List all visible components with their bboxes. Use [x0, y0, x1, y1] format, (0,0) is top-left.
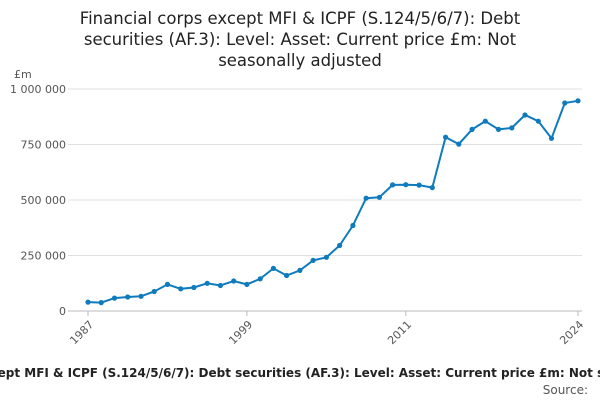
grid-lines [68, 88, 582, 312]
data-point [522, 112, 528, 118]
source-label: Source: [542, 383, 588, 397]
series-line [87, 99, 579, 304]
data-point [164, 281, 171, 287]
y-tick-label: 250 000 [21, 250, 67, 263]
data-point [284, 272, 290, 279]
legend-label: Financial corps except MFI & ICPF (S.124… [0, 366, 600, 380]
data-point [363, 195, 369, 201]
y-tick-label: 750 000 [21, 139, 67, 152]
data-point [125, 294, 131, 300]
data-point [151, 288, 157, 295]
data-point [562, 100, 568, 106]
data-point [231, 278, 237, 284]
data-point [575, 98, 581, 104]
data-point [416, 182, 422, 188]
data-point [350, 222, 356, 229]
data-point [204, 280, 210, 286]
data-point [85, 299, 91, 305]
legend: Financial corps except MFI & ICPF (S.124… [0, 366, 600, 382]
y-unit-label: £m [14, 68, 32, 81]
y-tick-label: 0 [59, 305, 66, 318]
data-point [270, 265, 276, 271]
data-point [310, 257, 316, 263]
chart-title: Financial corps except MFI & ICPF (S.124… [79, 9, 521, 70]
data-point [535, 118, 541, 124]
data-point [138, 293, 144, 299]
x-axis: 1987 1999 2011 2024 [67, 311, 586, 347]
y-tick-label: 500 000 [21, 194, 67, 207]
data-point [244, 281, 250, 287]
y-axis: 0 250 000 500 000 750 000 1 000 000 [10, 83, 66, 318]
data-point [548, 135, 555, 141]
data-point [482, 118, 488, 124]
x-tick-label: 1999 [226, 318, 255, 347]
x-tick-label: 2011 [385, 318, 414, 347]
data-point [495, 126, 502, 132]
data-point [403, 182, 409, 188]
data-point [376, 194, 382, 200]
data-point [429, 185, 435, 191]
data-points [85, 98, 581, 306]
data-point [178, 286, 184, 292]
data-point [98, 300, 104, 306]
data-point [469, 126, 475, 132]
data-point [191, 284, 197, 291]
data-point [297, 267, 303, 273]
data-point [111, 295, 118, 301]
data-point [443, 134, 449, 140]
data-point [456, 141, 462, 147]
data-point [257, 276, 263, 282]
data-point [509, 125, 515, 131]
data-point [217, 282, 223, 289]
data-point [323, 254, 329, 260]
x-tick-label: 2024 [557, 318, 586, 347]
data-point [390, 182, 396, 188]
data-point [337, 242, 343, 249]
y-tick-label: 1 000 000 [10, 83, 66, 96]
x-tick-label: 1987 [67, 318, 96, 347]
